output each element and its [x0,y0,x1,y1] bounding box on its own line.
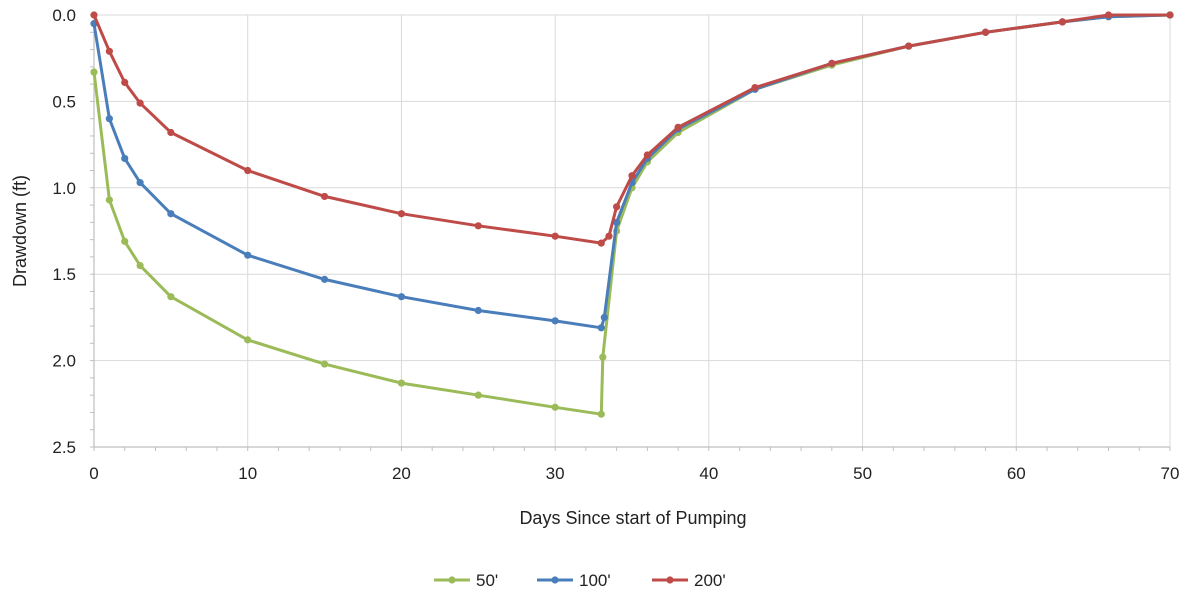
data-point [474,306,482,315]
data-point [674,123,682,131]
data-point [397,210,406,218]
data-point [244,251,252,259]
x-tick-label: 10 [238,464,257,483]
legend-item: 50' [434,571,498,590]
data-point [320,192,329,201]
data-point [613,218,621,226]
y-tick-label: 0.5 [52,92,76,111]
y-tick-label: 2.0 [52,352,76,371]
data-point [121,78,129,86]
tick-labels: 0 10 20 30 40 50 60 70 0.0 0.5 1.0 1.5 2.0 2.5 [52,6,1179,483]
data-point [1104,11,1113,19]
data-point [105,196,113,204]
legend-swatch-marker [448,576,456,584]
legend-label: 50' [476,571,498,590]
data-point [551,317,559,325]
data-point [551,232,559,240]
data-point [474,222,482,230]
series-lines [90,11,1174,418]
data-point [105,115,113,123]
data-point [551,403,559,411]
legend-item: 200' [652,571,726,590]
legend-label: 200' [694,571,726,590]
data-point [397,293,406,301]
x-tick-label: 0 [89,464,98,483]
x-tick-label: 50 [853,464,872,483]
data-point [320,360,329,368]
data-point [474,391,482,399]
data-point [597,324,605,332]
x-tick-label: 20 [392,464,411,483]
data-point [167,128,175,137]
x-tick-label: 70 [1161,464,1180,483]
data-point [597,239,605,247]
data-point [828,59,836,67]
legend-item: 100' [537,571,611,590]
data-point [597,410,605,418]
data-point [1166,11,1174,19]
legend: 50' 100' 200' [434,571,726,590]
y-tick-label: 0.0 [52,6,76,25]
data-point [136,99,144,107]
axes [90,14,1171,451]
data-point [136,179,144,187]
data-point [244,166,252,175]
data-point [90,11,98,19]
x-tick-label: 40 [699,464,718,483]
series-2 [90,11,1174,247]
y-tick-label: 1.0 [52,179,76,198]
data-point [981,28,990,36]
data-point [605,232,613,240]
data-point [905,42,913,50]
data-point [244,336,252,344]
legend-swatch-marker [666,576,674,584]
data-point [320,275,329,283]
data-point [121,237,129,245]
data-point [397,379,406,387]
y-tick-label: 1.5 [52,265,76,284]
data-point [643,151,651,159]
legend-swatch-marker [551,576,559,584]
data-point [136,261,144,270]
data-point [90,68,98,76]
data-point [1058,18,1066,26]
data-point [167,210,175,218]
data-point [105,47,113,55]
x-axis-title: Days Since start of Pumping [519,508,746,528]
x-tick-label: 60 [1007,464,1026,483]
data-point [600,313,608,321]
legend-label: 100' [579,571,611,590]
data-point [599,353,607,361]
data-point [628,172,636,180]
y-tick-label: 2.5 [52,438,76,457]
data-point [613,203,621,211]
data-point [121,154,129,163]
data-point [751,83,759,92]
y-axis-title: Drawdown (ft) [10,175,30,287]
x-tick-label: 30 [546,464,565,483]
data-point [167,293,175,301]
